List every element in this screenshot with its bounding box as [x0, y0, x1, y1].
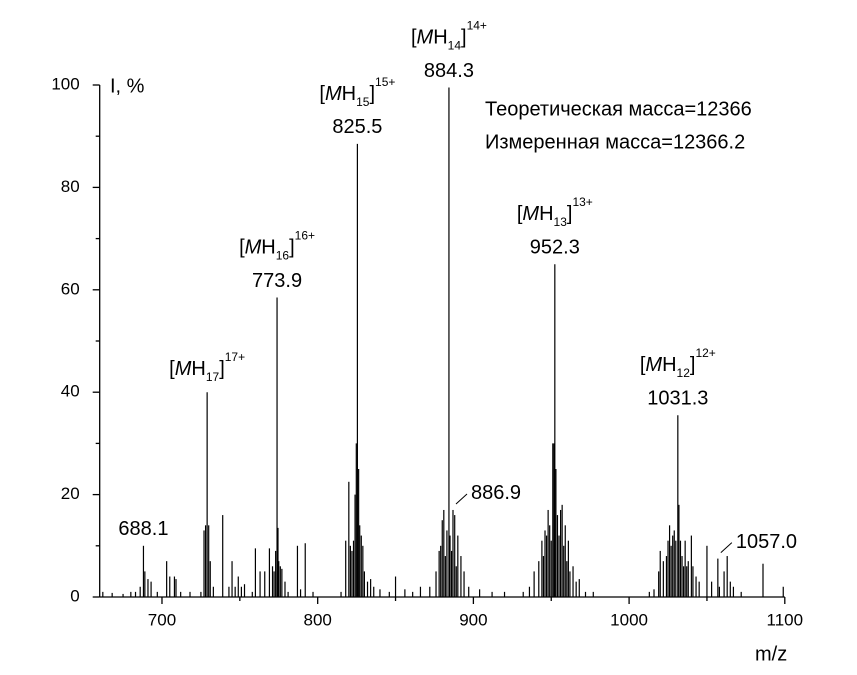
ion-formula: [MH15]15+	[319, 75, 395, 109]
ion-formula: [MH12]12+	[640, 346, 716, 380]
formula-part: [	[411, 27, 417, 49]
y-tick-label: 60	[61, 279, 80, 298]
x-axis-label: m/z	[755, 643, 787, 665]
x-tick-label: 900	[459, 610, 487, 629]
peak-label: 825.5	[332, 116, 382, 138]
peak-label: 952.3	[530, 236, 580, 258]
formula-part: [	[517, 203, 523, 225]
formula-part: 15+	[375, 75, 395, 89]
formula-part: H	[539, 203, 553, 225]
info-text: Измеренная масса=12366.2	[485, 131, 745, 153]
formula-part: 14	[448, 39, 462, 53]
formula-part: ]	[369, 83, 375, 105]
peak-label: 886.9	[471, 482, 521, 504]
x-tick-label: 800	[303, 610, 331, 629]
formula-part: M	[325, 83, 342, 105]
formula-part: 17+	[225, 350, 245, 364]
formula-part: 12	[677, 366, 691, 380]
formula-part: 13	[554, 215, 568, 229]
formula-part: M	[245, 237, 262, 259]
formula-part: ]	[219, 358, 225, 380]
x-tick-label: 1100	[767, 610, 804, 629]
y-tick-label: 40	[61, 382, 80, 401]
ion-formula: [MH13]13+	[517, 195, 593, 229]
leader-line	[455, 493, 468, 505]
formula-part: 16+	[295, 229, 315, 243]
info-text: Теоретическая масса=12366	[485, 98, 752, 120]
y-tick-label: 100	[51, 74, 79, 93]
x-tick-label: 1000	[610, 610, 648, 629]
formula-part: H	[662, 355, 676, 377]
formula-part: ]	[567, 203, 573, 225]
ion-formula: [MH14]14+	[411, 19, 487, 53]
peak-label: 773.9	[252, 270, 302, 292]
formula-part: ]	[690, 355, 696, 377]
peak-label: 884.3	[424, 60, 474, 82]
formula-part: M	[417, 27, 434, 49]
formula-part: M	[645, 355, 662, 377]
ion-formula: [MH17]17+	[169, 350, 245, 384]
formula-part: 12+	[695, 346, 715, 360]
y-tick-label: 20	[61, 484, 80, 503]
formula-part: 14+	[467, 19, 487, 33]
x-tick-label: 700	[148, 610, 176, 629]
y-axis-label: I, %	[110, 75, 145, 97]
formula-part: H	[261, 237, 275, 259]
formula-part: [	[640, 355, 646, 377]
formula-part: M	[175, 358, 192, 380]
peak-label: 688.1	[118, 518, 168, 540]
formula-part: 15	[356, 95, 370, 109]
formula-part: 16	[276, 249, 290, 263]
formula-part: H	[433, 27, 447, 49]
peak-label: 1031.3	[647, 388, 708, 410]
formula-part: H	[191, 358, 205, 380]
formula-part: ]	[461, 27, 467, 49]
formula-part: ]	[289, 237, 295, 259]
formula-part: M	[522, 203, 539, 225]
leader-line	[720, 542, 733, 553]
formula-part: [	[169, 358, 175, 380]
formula-part: [	[239, 237, 245, 259]
formula-part: 13+	[572, 195, 592, 209]
y-tick-label: 0	[70, 586, 79, 605]
y-tick-label: 80	[61, 177, 80, 196]
peak-label: 1057.0	[736, 531, 797, 553]
ion-formula: [MH16]16+	[239, 229, 315, 263]
formula-part: 17	[206, 370, 220, 384]
formula-part: H	[342, 83, 356, 105]
formula-part: [	[319, 83, 325, 105]
